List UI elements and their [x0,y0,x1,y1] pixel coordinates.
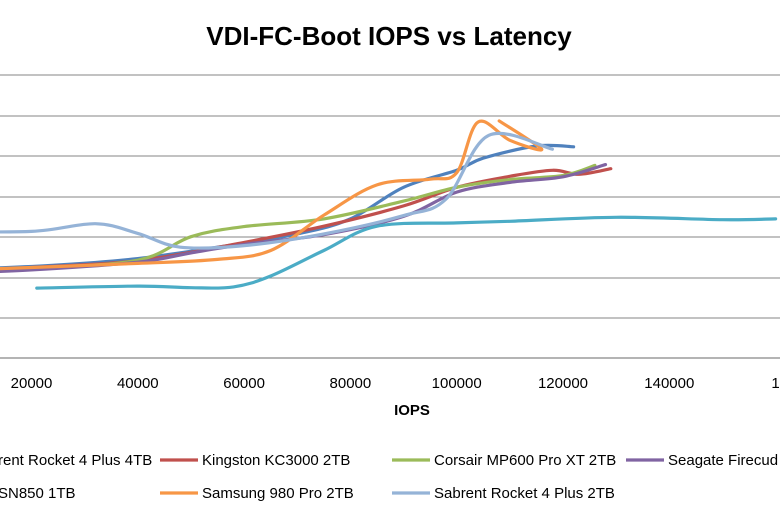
x-tick-label: 140000 [644,375,694,392]
series-line-4 [35,215,778,290]
chart-title: VDI-FC-Boot IOPS vs Latency [206,21,572,51]
x-axis-label: IOPS [394,402,430,419]
gridlines [0,74,780,319]
series-lines [0,119,778,290]
legend-label: rent Rocket 4 Plus 4TB [0,452,152,469]
legend-label: Corsair MP600 Pro XT 2TB [434,452,616,469]
legend-label: Seagate Firecud [668,452,778,469]
x-tick-label: 1 [771,375,779,392]
legend-label: SN850 1TB [0,485,76,502]
legend-label: Kingston KC3000 2TB [202,452,350,469]
x-tick-label: 40000 [117,375,159,392]
series-line-3 [0,163,608,273]
x-tick-label: 80000 [330,375,372,392]
x-tick-label: 20000 [11,375,53,392]
x-axis-ticks: 20000 40000 60000 80000 100000 120000 140000 1 [11,375,780,392]
x-tick-label: 100000 [432,375,482,392]
series-line-5 [0,119,544,271]
series-line-0 [0,143,576,270]
legend-label: Samsung 980 Pro 2TB [202,485,354,502]
legend: rent Rocket 4 Plus 4TB Kingston KC3000 2T… [0,452,778,502]
series-line-6 [0,131,554,250]
legend-label: Sabrent Rocket 4 Plus 2TB [434,485,615,502]
x-tick-label: 60000 [223,375,265,392]
x-tick-label: 120000 [538,375,588,392]
